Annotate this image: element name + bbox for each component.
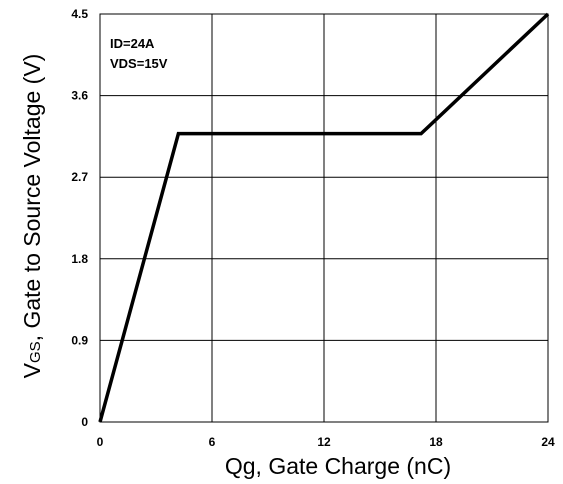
series-layer	[98, 12, 550, 423]
x-tick-label-3: 18	[429, 435, 443, 449]
y-tick-label-5: 4.5	[71, 7, 88, 21]
series-line-0	[98, 12, 550, 423]
annotation-drain-current: ID=24A	[110, 36, 155, 51]
plot-area-border	[99, 13, 549, 423]
y-tick-label-4: 3.6	[71, 89, 88, 103]
x-tick-labels: 0 6 12 18 24	[97, 435, 555, 449]
x-axis-title: Qg, Gate Charge (nC)	[225, 453, 451, 479]
x-tick-label-1: 6	[209, 435, 216, 449]
x-tick-label-2: 12	[317, 435, 331, 449]
y-tick-label-2: 1.8	[71, 252, 88, 266]
y-axis-title-subscript: GS	[27, 341, 44, 363]
y-tick-labels: 0 0.9 1.8 2.7 3.6 4.5	[71, 7, 88, 429]
y-axis-title: VGS, Gate to Source Voltage (V)	[19, 54, 45, 379]
annotation-drain-source-voltage: VDS=15V	[110, 56, 168, 71]
y-tick-label-0: 0	[81, 415, 88, 429]
x-tick-label-0: 0	[97, 435, 104, 449]
y-tick-label-3: 2.7	[71, 170, 88, 184]
y-tick-label-1: 0.9	[71, 333, 88, 347]
y-axis-title-rest: , Gate to Source Voltage (V)	[19, 54, 45, 342]
x-tick-label-4: 24	[541, 435, 555, 449]
y-axis-title-symbol: V	[19, 362, 45, 378]
